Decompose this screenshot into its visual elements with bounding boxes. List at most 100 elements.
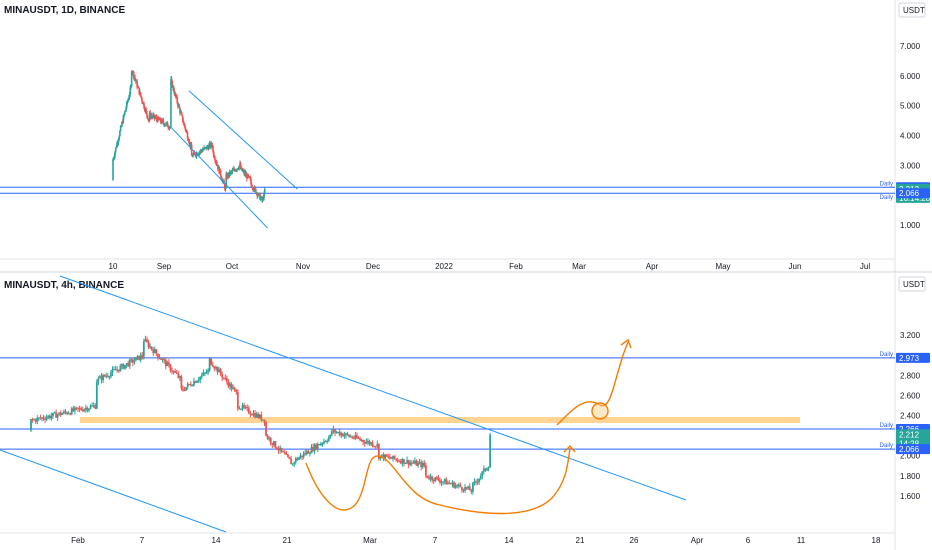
candle-body xyxy=(440,481,443,483)
candle-body xyxy=(304,453,307,455)
candle-body xyxy=(125,363,128,366)
candle-body xyxy=(167,126,169,128)
candle-body xyxy=(140,95,143,98)
candle-body xyxy=(216,164,218,166)
candle-body xyxy=(390,458,393,460)
candle-body xyxy=(115,147,118,149)
candle-body xyxy=(293,462,296,464)
candle-body xyxy=(188,140,190,143)
candle-body xyxy=(44,418,47,420)
candle-body xyxy=(476,481,479,483)
candle-body xyxy=(172,86,175,92)
candle-body xyxy=(456,485,459,487)
candle-body xyxy=(249,413,252,415)
candle-body xyxy=(128,359,131,367)
candle-body xyxy=(459,484,462,488)
bottom-unit-box[interactable] xyxy=(898,276,926,292)
candle-body xyxy=(166,362,169,366)
candle-body xyxy=(222,377,225,379)
candle-body xyxy=(224,377,227,379)
candle-body xyxy=(114,151,116,157)
candle-body xyxy=(155,349,158,354)
candle-body xyxy=(235,389,238,393)
candle-body xyxy=(254,413,256,418)
candle-body xyxy=(404,462,407,464)
candle-body xyxy=(160,358,162,360)
candle-body xyxy=(189,384,192,386)
candle-body xyxy=(183,390,186,392)
candle-body xyxy=(417,462,419,466)
top-chart-layer: 7.000 6.000 5.000 4.000 3.000 1.000 10 Sep Oct No… xyxy=(0,42,931,271)
candle-body xyxy=(257,194,259,196)
candle-body xyxy=(91,405,94,407)
candle-body xyxy=(223,184,226,190)
candle-body xyxy=(174,93,177,97)
candle-body xyxy=(260,414,263,421)
candle-body xyxy=(69,413,72,415)
candle-body xyxy=(290,459,293,465)
candle-body xyxy=(215,161,218,165)
candle-body xyxy=(240,408,242,410)
candle-body xyxy=(138,87,141,94)
candle-body xyxy=(432,479,435,482)
candle-body xyxy=(176,96,178,103)
candle-body xyxy=(146,339,148,343)
price-tag xyxy=(896,444,930,455)
candle-body xyxy=(338,431,341,436)
candle-body xyxy=(36,417,39,422)
candle-body xyxy=(396,459,399,462)
candle-body xyxy=(349,436,352,438)
candle-body xyxy=(319,443,322,446)
candle-body xyxy=(443,479,446,482)
candle-body xyxy=(127,363,130,367)
candle-body xyxy=(203,147,206,149)
x-tick-label: 10 xyxy=(109,262,118,271)
candle-body xyxy=(133,360,136,363)
candle-body xyxy=(445,479,448,485)
candle-body xyxy=(232,387,235,390)
y-tick-label: 4.000 xyxy=(900,132,921,141)
price-tag-label: 2.066 xyxy=(899,189,920,198)
candle-body xyxy=(424,465,427,476)
candle-body xyxy=(287,454,289,458)
candle-body xyxy=(247,174,250,177)
projection-arrow-head xyxy=(620,338,632,349)
candle-body xyxy=(220,176,223,180)
candle-body xyxy=(212,151,215,157)
candle-body xyxy=(147,118,149,120)
candle-body xyxy=(409,462,412,465)
candle-body xyxy=(230,383,233,390)
candle-body xyxy=(215,367,217,369)
candle-body xyxy=(324,441,327,443)
candle-body xyxy=(251,187,254,189)
candle-body xyxy=(161,119,164,121)
x-tick-label: 6 xyxy=(746,536,751,545)
candle-body xyxy=(103,374,106,377)
candle-body xyxy=(214,158,216,162)
top-unit-box[interactable] xyxy=(898,2,926,18)
candle-body xyxy=(197,154,200,156)
y-tick-label: 3.000 xyxy=(900,161,921,170)
candle-body xyxy=(208,358,211,371)
candle-body xyxy=(122,364,125,369)
candle-body xyxy=(457,484,460,486)
daily-level-label: Daily xyxy=(880,352,893,358)
candle-body xyxy=(384,454,387,460)
candle-body xyxy=(185,387,188,391)
candle-body xyxy=(302,453,305,457)
candle-body xyxy=(218,166,221,174)
candle-body xyxy=(155,117,158,120)
candle-body xyxy=(83,409,86,412)
candle-body xyxy=(255,413,258,418)
candle-body xyxy=(99,376,101,379)
candle-body xyxy=(212,146,214,152)
candle-body xyxy=(385,454,388,457)
candle-body xyxy=(276,447,278,450)
candle-body xyxy=(163,359,166,361)
candle-body xyxy=(221,374,224,378)
candle-body xyxy=(183,123,185,125)
candle-body xyxy=(130,359,133,361)
candle-body xyxy=(199,151,201,153)
candle-body xyxy=(254,187,256,189)
candle-body xyxy=(298,457,300,460)
